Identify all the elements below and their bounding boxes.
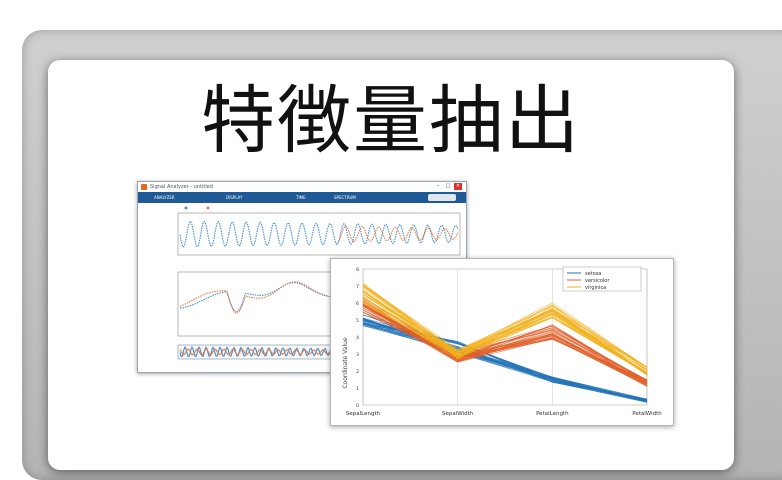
time-plot-signals: [179, 206, 459, 248]
series-line-setosa: [362, 323, 648, 403]
spectrum-plot-frame: [177, 271, 339, 337]
legend-entry-virginica: virginica: [585, 285, 606, 291]
minimize-icon[interactable]: –: [436, 183, 440, 189]
y-tick-label: 8: [356, 267, 359, 273]
slide-title: 特徴量抽出: [201, 78, 581, 164]
app-plots: [177, 206, 461, 360]
y-tick-label: 5: [356, 318, 359, 324]
series-line-virginica: [362, 284, 648, 374]
time-plot-frame: [177, 212, 461, 256]
y-tick-label: 2: [356, 369, 359, 375]
signal-orange: [337, 225, 459, 243]
panner-orange: [179, 348, 347, 356]
chart-tick-labels: SepalLength SepalWidth PetalLength PetalWid…: [346, 267, 662, 417]
x-tick-label: SepalLength: [346, 411, 381, 417]
y-tick-label: 4: [356, 335, 359, 341]
y-axis-label: Coordinate Value: [342, 337, 349, 389]
legend-entry-versicolor: versicolor: [585, 278, 610, 284]
panner-signals: [179, 345, 347, 358]
series-line-versicolor: [362, 307, 648, 384]
x-tick-label: PetalLength: [536, 411, 569, 417]
spectrum-blue: [179, 282, 337, 313]
tab-display[interactable]: DISPLAY: [226, 195, 243, 200]
maximize-icon[interactable]: □: [445, 183, 451, 189]
x-tick-label: PetalWidth: [632, 411, 662, 417]
y-tick-label: 1: [356, 386, 359, 392]
app-titlebar: Signal Analyzer - untitled – □ ×: [138, 182, 466, 192]
series-line-virginica: [362, 289, 648, 368]
app-toolstrip: ANALYZER DISPLAY TIME SPECTRUM: [138, 192, 466, 203]
app-logo-icon: [141, 184, 147, 190]
legend-dot-orange: [206, 206, 210, 210]
series-line-virginica: [362, 290, 648, 375]
signal-blue: [179, 220, 459, 248]
chart-svg: SepalLength SepalWidth PetalLength PetalWid…: [342, 266, 662, 417]
y-tick-label: 6: [356, 301, 359, 307]
x-tick-label: SepalWidth: [442, 411, 474, 417]
y-tick-label: 0: [356, 403, 359, 409]
legend-dot-blue: [184, 206, 188, 210]
series-line-virginica: [362, 302, 648, 373]
series-line-versicolor: [362, 306, 648, 387]
series-line-virginica: [362, 290, 648, 370]
y-tick-label: 7: [356, 284, 359, 290]
app-window-title: Signal Analyzer - untitled: [150, 184, 213, 190]
series-line-versicolor: [362, 297, 648, 386]
spectrum-plot-signals: [179, 281, 337, 314]
series-line-versicolor: [362, 305, 648, 386]
y-tick-label: 3: [356, 352, 359, 358]
chart-series-lines: [362, 283, 648, 403]
tab-spectrum[interactable]: SPECTRUM: [334, 195, 356, 200]
spectrum-orange: [179, 281, 337, 314]
help-icon[interactable]: [428, 194, 456, 201]
parallel-coordinates-chart: SepalLength SepalWidth PetalLength PetalWid…: [330, 258, 674, 426]
tab-time[interactable]: TIME: [296, 195, 306, 200]
series-line-virginica: [362, 293, 648, 369]
close-icon[interactable]: ×: [454, 183, 462, 190]
tab-analyzer[interactable]: ANALYZER: [154, 195, 175, 200]
legend-entry-setosa: setosa: [585, 271, 601, 277]
